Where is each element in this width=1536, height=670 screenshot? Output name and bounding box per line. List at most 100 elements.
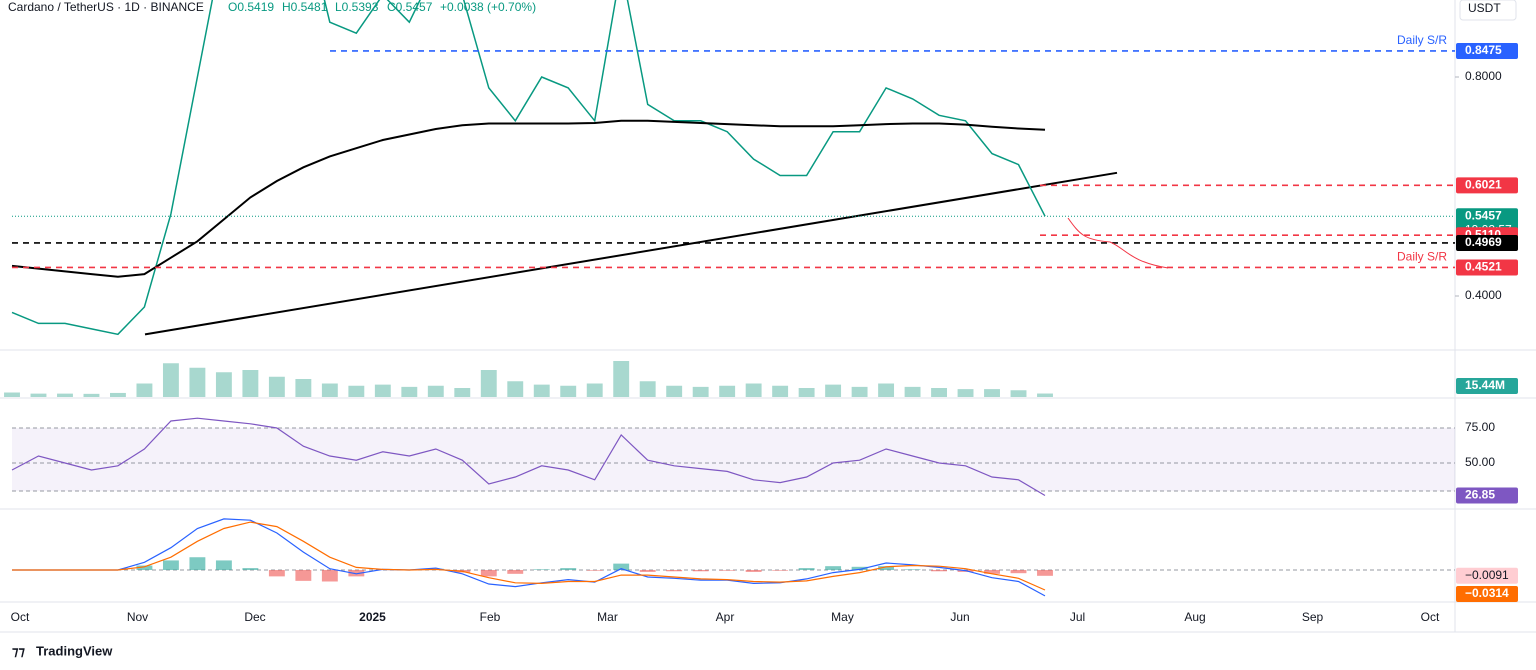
x-tick-label: May — [831, 610, 854, 624]
high: H0.5481 — [282, 0, 328, 14]
projection — [1067, 217, 1169, 269]
x-tick-label: Apr — [716, 610, 735, 624]
signal-tag — [1456, 586, 1518, 603]
x-tick-label: Dec — [244, 610, 265, 624]
price-pane — [11, 0, 1118, 336]
volume-bar — [692, 386, 709, 397]
x-tick-label: Oct — [1421, 610, 1440, 624]
symbol: Cardano / TetherUS · 1D · BINANCE — [8, 0, 204, 14]
x-tick-label: Feb — [480, 610, 501, 624]
level-note: Daily S/R — [1397, 33, 1447, 47]
macd-histogram — [798, 568, 815, 570]
volume-bar — [825, 384, 842, 397]
hist-tag — [1456, 567, 1518, 584]
volume-bar — [666, 385, 683, 397]
macd-histogram — [984, 570, 1000, 574]
x-tick-label: Aug — [1184, 610, 1205, 624]
price-tag-label: 0.6021 — [1465, 178, 1502, 192]
volume-bar — [110, 392, 126, 397]
rsi-tag-label: 26.85 — [1465, 488, 1495, 502]
macd-histogram — [189, 557, 206, 570]
macd-histogram — [136, 565, 153, 570]
volume-bar — [454, 388, 471, 397]
rsi-tag — [1456, 487, 1518, 504]
volume-bar — [136, 383, 153, 397]
volume-bar — [851, 386, 868, 397]
x-tick-label: Mar — [597, 610, 618, 624]
x-tick-label: Nov — [127, 610, 148, 624]
macd-histogram — [931, 570, 947, 572]
rsi-band — [12, 428, 1455, 492]
trendline — [144, 171, 1118, 336]
x-tick-label: Jun — [950, 610, 969, 624]
macd-histogram — [242, 568, 259, 570]
macd-histogram — [639, 570, 656, 572]
macd-histogram — [719, 570, 736, 571]
price-tag — [1456, 42, 1518, 59]
volume-bar — [772, 385, 789, 397]
macd-histogram — [613, 563, 630, 570]
macd-histogram — [825, 566, 842, 570]
volume-bar — [215, 372, 232, 397]
y-tick-label: 0.4000 — [1465, 288, 1502, 302]
x-tick-label: Jul — [1070, 610, 1085, 624]
volume-tag — [1456, 378, 1518, 394]
volume-bar — [401, 386, 418, 397]
volume-bar — [613, 361, 630, 397]
macd-histogram — [692, 570, 709, 572]
volume-bar — [719, 385, 736, 397]
volume-bar — [268, 376, 285, 397]
x-tick-label: Oct — [11, 610, 30, 624]
volume-bar — [586, 383, 603, 397]
volume-bar — [374, 384, 391, 397]
volume-bar — [480, 370, 497, 397]
signal-tag-label: −0.0314 — [1465, 586, 1509, 600]
macd-histogram — [1037, 570, 1053, 576]
macd-histogram — [507, 570, 524, 574]
volume-bar — [533, 384, 550, 397]
volume-bar — [57, 393, 73, 397]
open: O0.5419 — [228, 0, 274, 14]
price-tag-label: 0.8475 — [1465, 43, 1502, 57]
volume-bar — [242, 370, 259, 397]
pane-borders — [0, 0, 1536, 633]
footer: TradingView — [36, 643, 113, 658]
volume-bar — [507, 381, 524, 397]
low: L0.5393 — [335, 0, 379, 14]
volume-bar — [904, 386, 921, 397]
currency: USDT — [1468, 1, 1501, 15]
price-tag — [1456, 234, 1518, 251]
x-tick-label: 2025 — [359, 610, 386, 624]
y-tick-label: 50.00 — [1465, 455, 1495, 469]
volume-bar — [639, 381, 656, 397]
macd-histogram — [586, 570, 603, 571]
macd-histogram — [295, 570, 312, 581]
volume-bar — [162, 363, 179, 397]
volume-bar — [798, 388, 815, 397]
volume-bar — [984, 389, 1000, 397]
macd-histogram — [1010, 570, 1027, 574]
hist-tag-label: −0.0091 — [1465, 568, 1509, 582]
price-line — [11, 0, 1046, 336]
logo: ⁊⁊ — [12, 643, 25, 658]
volume-bar — [427, 385, 444, 397]
y-tick-label: 0.8000 — [1465, 69, 1502, 83]
macd-histogram — [321, 570, 338, 582]
level-note: Daily S/R — [1397, 250, 1447, 264]
volume-bar — [560, 385, 577, 397]
volume-bar — [957, 389, 974, 397]
price-tag-label: 0.4521 — [1465, 260, 1502, 274]
macd-histogram — [480, 570, 497, 577]
macd-histogram — [904, 569, 921, 570]
currency-box[interactable] — [1459, 0, 1517, 21]
price-tag-label: 0.4969 — [1465, 235, 1502, 249]
macd-line — [12, 518, 1046, 597]
macd-line — [12, 521, 1046, 591]
price-tag — [1456, 259, 1518, 276]
volume-bar — [745, 383, 762, 397]
macd-histogram — [851, 566, 868, 570]
change: +0.0038 (+0.70%) — [440, 0, 536, 14]
rsi-line — [11, 417, 1046, 497]
macd-histogram — [878, 566, 895, 570]
